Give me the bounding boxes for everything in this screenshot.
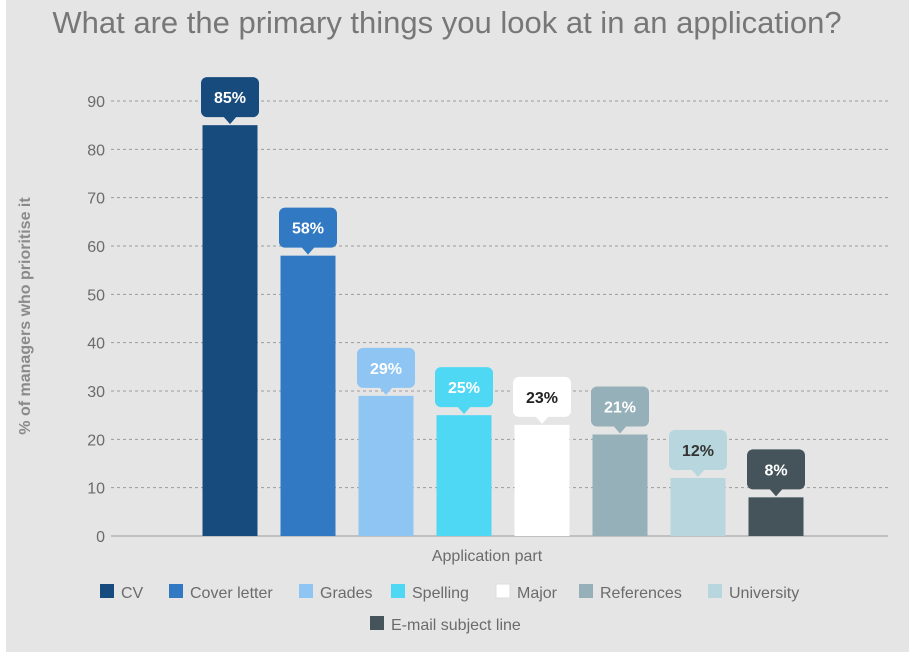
legend-item: Major — [495, 583, 558, 602]
y-tick-label: 70 — [87, 191, 105, 208]
legend-item: Spelling — [391, 584, 469, 602]
y-tick-label: 10 — [87, 481, 105, 498]
callout-box — [279, 207, 337, 248]
legend-label: CV — [121, 585, 144, 602]
legend-label: Spelling — [412, 585, 469, 602]
legend-swatch — [299, 584, 313, 598]
bar — [202, 125, 258, 537]
callout-pointer — [535, 415, 549, 424]
chart-panel: What are the primary things you look at … — [6, 0, 909, 652]
legend-item: Grades — [299, 584, 372, 602]
legend-swatch — [100, 584, 114, 598]
data-label-callout: 25% — [435, 367, 493, 415]
legend-swatch — [708, 584, 722, 598]
bar — [592, 434, 648, 536]
bar — [280, 255, 336, 536]
data-label-callout: 29% — [357, 347, 415, 395]
data-label: 85% — [214, 90, 246, 107]
legend-item: E-mail subject line — [370, 616, 521, 634]
data-label: 8% — [764, 462, 787, 479]
bar — [748, 497, 804, 536]
x-axis-label: Application part — [432, 548, 543, 565]
callout-box — [669, 430, 727, 470]
data-label-callout: 58% — [279, 207, 337, 255]
callout-pointer — [457, 406, 471, 415]
legend-swatch — [370, 616, 384, 630]
callout-pointer — [613, 425, 627, 434]
callout-box — [513, 376, 571, 417]
data-label: 21% — [604, 400, 636, 417]
legend-label: Major — [517, 585, 558, 602]
legend-swatch — [391, 584, 405, 598]
data-label: 23% — [526, 390, 558, 407]
callout-box — [201, 77, 259, 118]
legend-item: University — [708, 584, 799, 602]
y-tick-label: 20 — [87, 432, 105, 449]
data-label-callout: 85% — [201, 77, 259, 125]
legend-label: Cover letter — [190, 585, 273, 602]
bar — [670, 478, 726, 536]
callout-box — [357, 347, 415, 388]
legend-swatch — [495, 583, 511, 599]
legend-label: Grades — [320, 585, 372, 602]
legend-label: E-mail subject line — [391, 617, 521, 634]
y-tick-label: 50 — [87, 287, 105, 304]
bar-chart: What are the primary things you look at … — [17, 5, 888, 634]
callout-box — [435, 367, 493, 408]
legend-swatch — [579, 584, 593, 598]
y-tick-label: 40 — [87, 336, 105, 353]
bar — [358, 395, 414, 536]
legend-item: References — [579, 584, 682, 602]
chart-title: What are the primary things you look at … — [52, 5, 841, 40]
data-label: 12% — [682, 443, 714, 460]
legend-label: References — [600, 585, 682, 602]
legend-label: University — [729, 585, 799, 602]
callout-pointer — [769, 488, 783, 497]
callout-pointer — [223, 116, 237, 125]
legend-item: Cover letter — [169, 584, 273, 602]
bar — [514, 424, 570, 536]
legend-swatch — [169, 584, 183, 598]
bar — [436, 415, 492, 536]
data-label: 58% — [292, 221, 324, 238]
y-axis-label: % of managers who prioritise it — [17, 197, 34, 435]
data-label: 29% — [370, 361, 402, 378]
callout-box — [591, 386, 649, 427]
legend-item: CV — [100, 584, 144, 602]
y-tick-label: 30 — [87, 384, 105, 401]
data-label: 25% — [448, 380, 480, 397]
callout-pointer — [691, 469, 705, 477]
callout-pointer — [301, 246, 315, 255]
callout-pointer — [379, 386, 393, 395]
y-tick-label: 60 — [87, 239, 105, 256]
data-label-callout: 23% — [513, 376, 571, 424]
y-tick-label: 0 — [96, 529, 105, 546]
data-label-callout: 21% — [591, 386, 649, 434]
callout-box — [747, 449, 805, 490]
data-label-callout: 8% — [747, 449, 805, 497]
y-tick-label: 90 — [87, 94, 105, 111]
data-label-callout: 12% — [669, 430, 727, 477]
y-tick-label: 80 — [87, 142, 105, 159]
